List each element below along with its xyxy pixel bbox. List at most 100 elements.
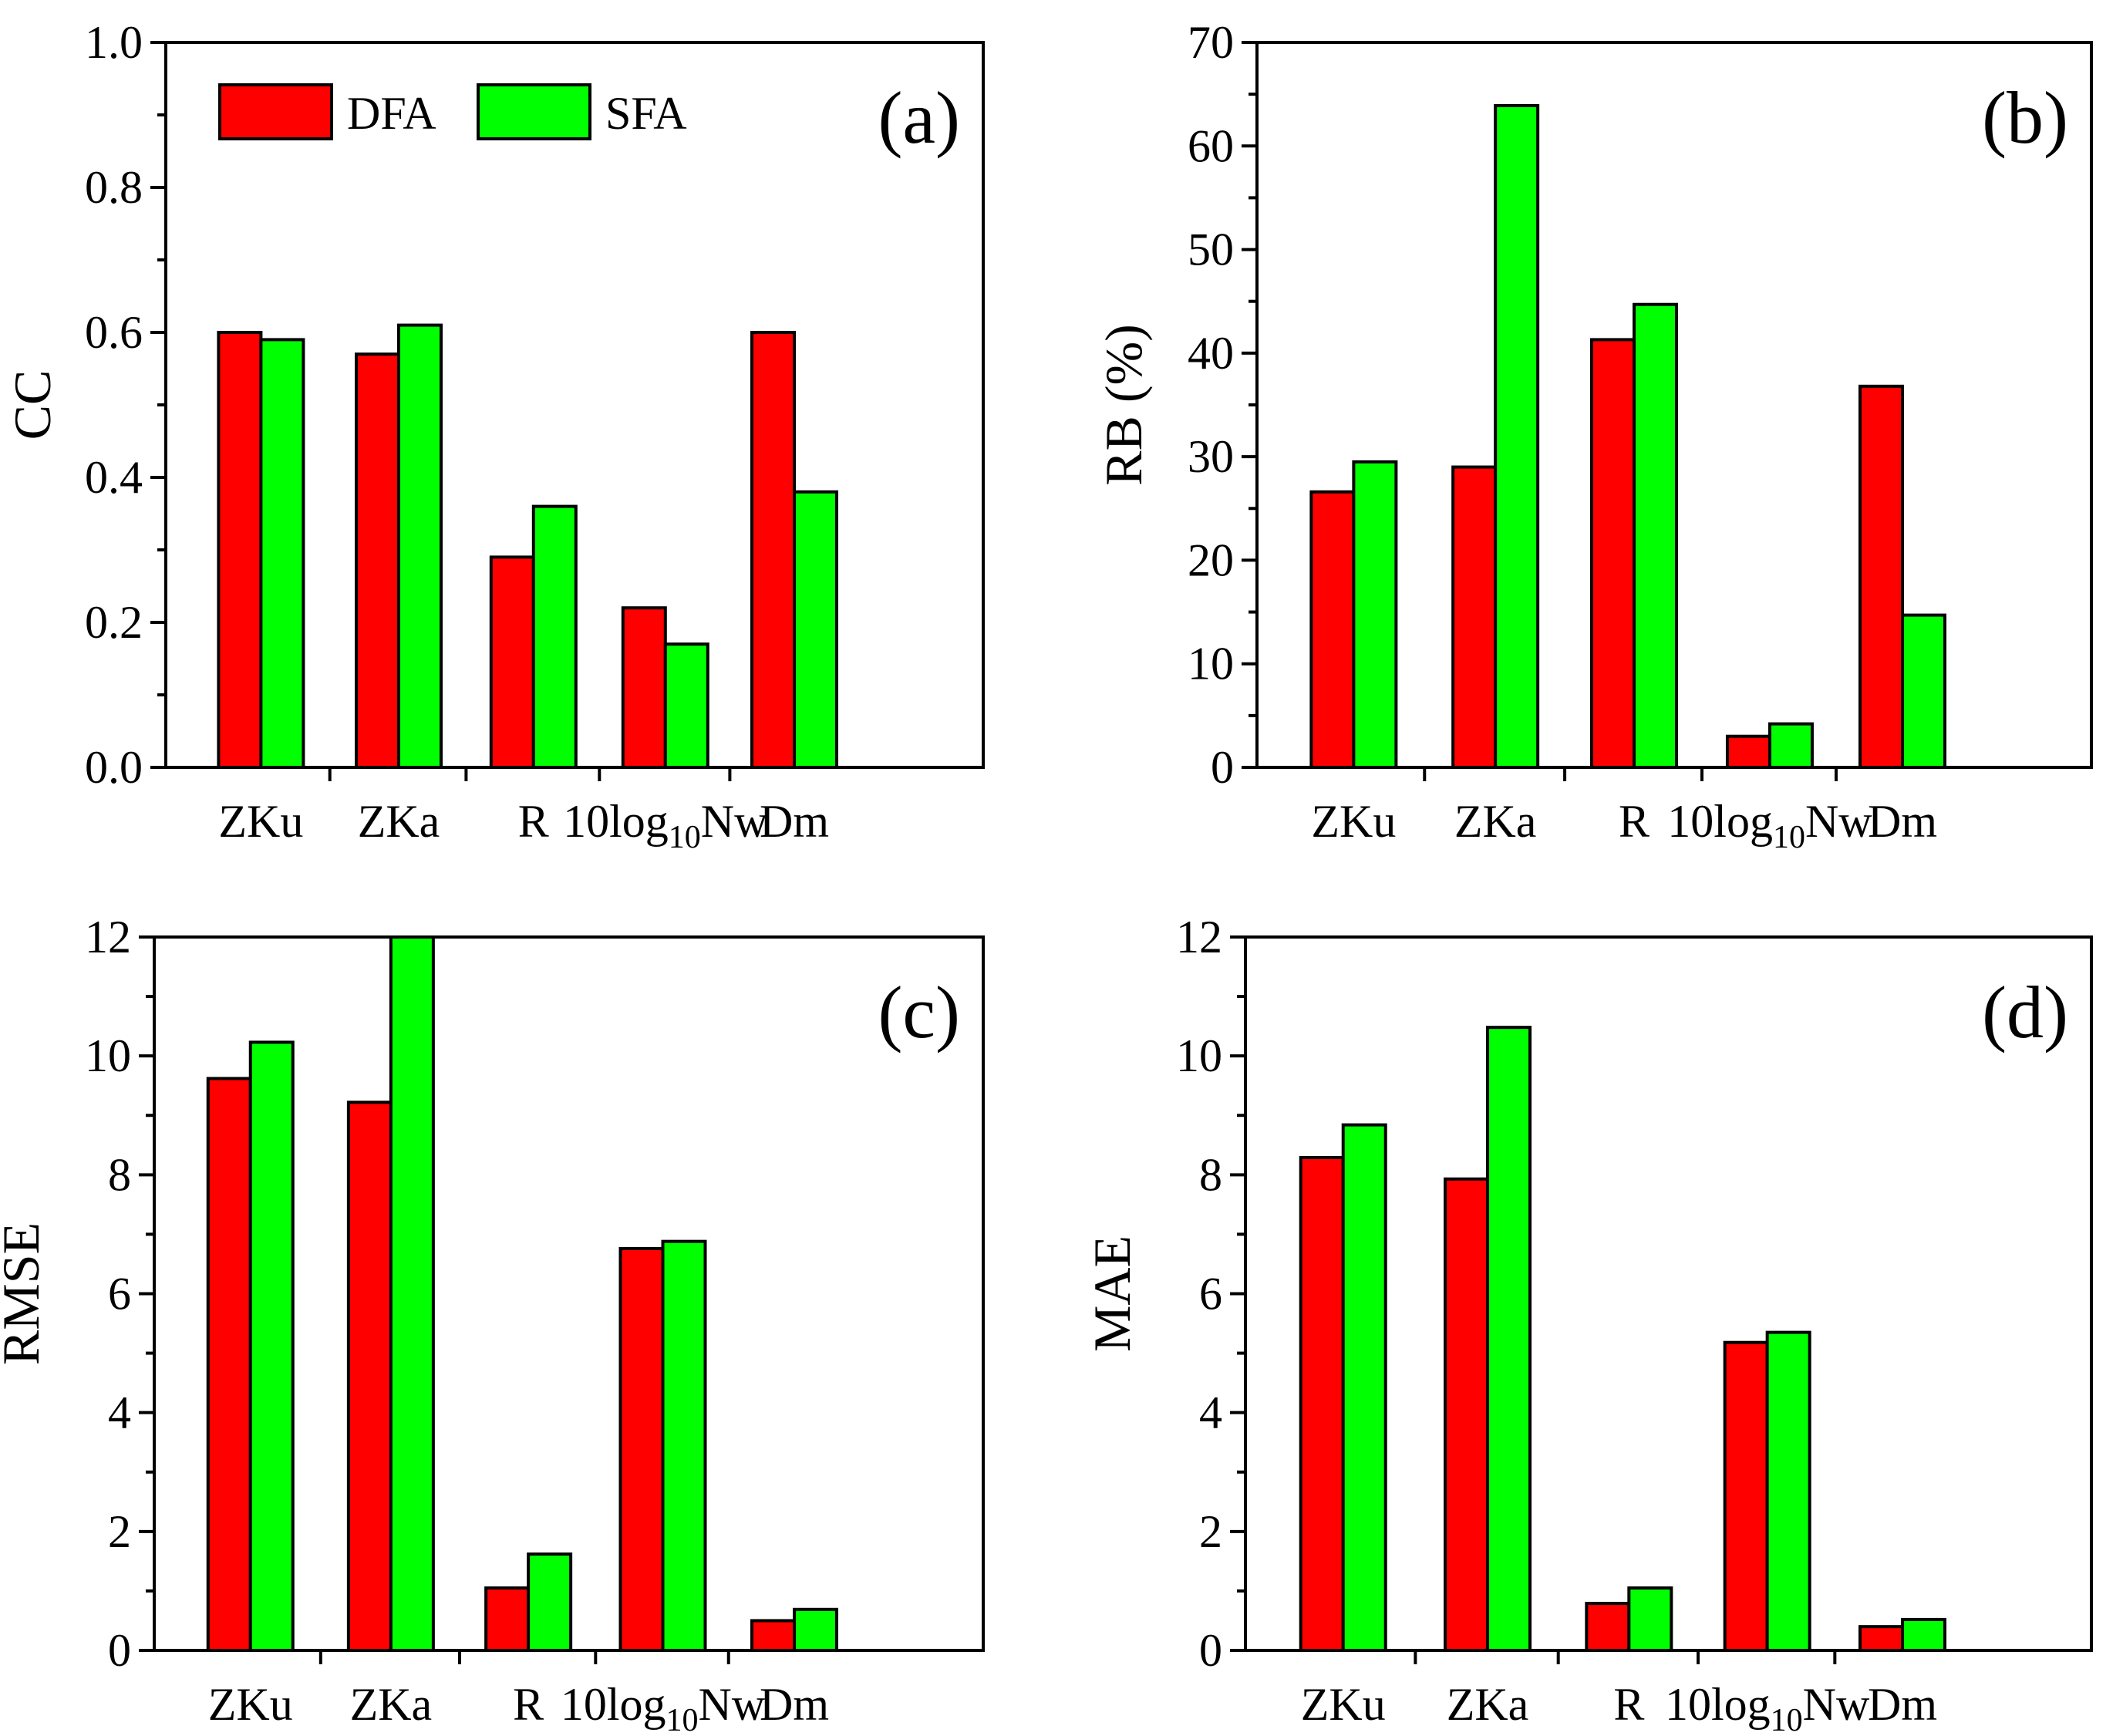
y-tick-label: 12 xyxy=(85,912,131,962)
y-tick-label: 10 xyxy=(1176,1030,1222,1081)
bar-sfa-r xyxy=(527,1552,573,1652)
bar-dfa-dm xyxy=(750,1619,796,1652)
bar-dfa-r xyxy=(489,555,535,770)
x-tick-label: ZKu xyxy=(1311,796,1396,847)
y-tick-label: 6 xyxy=(1199,1269,1222,1320)
bar-dfa-10log10nw xyxy=(1723,1340,1769,1653)
bar-dfa-r xyxy=(484,1586,531,1652)
y-tick-label: 50 xyxy=(1188,224,1234,275)
x-tick-label: 10log10Nw xyxy=(563,796,768,855)
x-tick-label: ZKu xyxy=(208,1679,293,1730)
y-tick-label: 1.0 xyxy=(85,17,143,68)
bar-sfa-zku xyxy=(248,1040,295,1652)
x-tick-label: Dm xyxy=(1868,1679,1937,1730)
y-tick-label: 70 xyxy=(1188,17,1234,68)
legend-swatch-sfa xyxy=(477,83,591,140)
bar-dfa-zka xyxy=(355,352,400,769)
bar-sfa-zka xyxy=(1486,1026,1532,1652)
y-tick-label: 0.8 xyxy=(85,162,143,213)
x-tick-label: Dm xyxy=(760,1679,829,1730)
y-tick-label: 10 xyxy=(1188,639,1234,689)
x-tick-label: 10log10Nw xyxy=(561,1679,766,1736)
y-tick-label: 0 xyxy=(1199,1625,1222,1676)
bar-dfa-dm xyxy=(1858,1625,1904,1653)
x-tick-label: R xyxy=(1619,796,1650,847)
y-tick-label: 30 xyxy=(1188,431,1234,482)
x-tick-label: ZKu xyxy=(1301,1679,1386,1730)
legend-label-dfa: DFA xyxy=(347,88,436,139)
bar-dfa-zka xyxy=(1451,465,1498,769)
bar-sfa-zka xyxy=(1494,103,1540,769)
x-tick-label: Dm xyxy=(1868,796,1937,847)
y-tick-label: 0 xyxy=(1211,742,1234,793)
bar-dfa-10log10nw xyxy=(1725,734,1771,770)
x-tick-label: R xyxy=(518,796,549,847)
legend-label-sfa: SFA xyxy=(605,88,687,139)
bar-sfa-r xyxy=(531,504,578,769)
legend-swatch-dfa xyxy=(218,83,333,140)
y-tick-label: 8 xyxy=(108,1149,131,1200)
bar-sfa-10log10nw xyxy=(663,642,709,770)
y-tick-label: 2 xyxy=(108,1506,131,1557)
y-tick-label: 4 xyxy=(1199,1387,1222,1438)
bar-sfa-10log10nw xyxy=(1765,1330,1811,1652)
bar-sfa-zku xyxy=(1341,1123,1387,1653)
y-tick-label: 60 xyxy=(1188,120,1234,171)
bar-sfa-zka xyxy=(397,323,443,770)
y-tick-label: 40 xyxy=(1188,328,1234,379)
y-tick-label: 8 xyxy=(1199,1149,1222,1200)
bar-sfa-10log10nw xyxy=(1767,722,1814,769)
y-tick-label: 4 xyxy=(108,1387,131,1438)
bar-dfa-10log10nw xyxy=(621,606,667,770)
y-tick-label: 0.4 xyxy=(85,452,143,503)
bar-sfa-zku xyxy=(1352,460,1398,769)
y-tick-label: 12 xyxy=(1176,912,1222,962)
y-axis-title: RB (%) xyxy=(1094,324,1153,486)
x-tick-label: ZKa xyxy=(1454,796,1537,847)
x-tick-label: R xyxy=(513,1679,544,1730)
x-tick-label: ZKa xyxy=(358,796,440,847)
y-tick-label: 6 xyxy=(108,1269,131,1320)
x-tick-label: R xyxy=(1613,1679,1644,1730)
panel-label: (d) xyxy=(1982,971,2068,1053)
bar-sfa-r xyxy=(1633,302,1679,769)
bar-dfa-zka xyxy=(1444,1177,1490,1652)
bar-dfa-zku xyxy=(217,331,263,769)
y-axis-title: RMSE xyxy=(0,1222,50,1365)
bar-sfa-zka xyxy=(389,935,435,1652)
x-tick-label: ZKa xyxy=(350,1679,433,1730)
bar-sfa-dm xyxy=(793,490,838,769)
x-tick-label: ZKu xyxy=(218,796,303,847)
bar-sfa-dm xyxy=(793,1607,838,1652)
y-tick-label: 20 xyxy=(1188,534,1234,585)
bar-dfa-r xyxy=(1585,1602,1631,1653)
bar-dfa-zku xyxy=(206,1077,252,1653)
y-tick-label: 0.2 xyxy=(85,597,143,648)
bar-sfa-dm xyxy=(1901,1617,1946,1653)
bar-dfa-dm xyxy=(750,331,796,769)
bar-dfa-zku xyxy=(1299,1155,1345,1652)
bar-dfa-10log10nw xyxy=(618,1246,665,1652)
bar-dfa-zka xyxy=(346,1101,393,1652)
y-tick-label: 0.0 xyxy=(85,742,143,793)
y-tick-label: 10 xyxy=(85,1030,131,1081)
y-tick-label: 0 xyxy=(108,1625,131,1676)
x-tick-label: Dm xyxy=(760,796,829,847)
panel-label: (b) xyxy=(1982,76,2068,159)
y-axis-title: MAE xyxy=(1083,1235,1141,1352)
bar-sfa-dm xyxy=(1901,613,1946,769)
bar-sfa-10log10nw xyxy=(661,1239,707,1652)
panel-label: (a) xyxy=(878,76,960,159)
bar-dfa-dm xyxy=(1858,384,1904,769)
y-axis-title: CC xyxy=(3,370,62,440)
x-tick-label: 10log10Nw xyxy=(1665,1679,1870,1736)
panel-label: (c) xyxy=(878,971,960,1053)
y-tick-label: 2 xyxy=(1199,1506,1222,1557)
bar-sfa-zku xyxy=(259,338,305,769)
x-tick-label: 10log10Nw xyxy=(1667,796,1872,855)
